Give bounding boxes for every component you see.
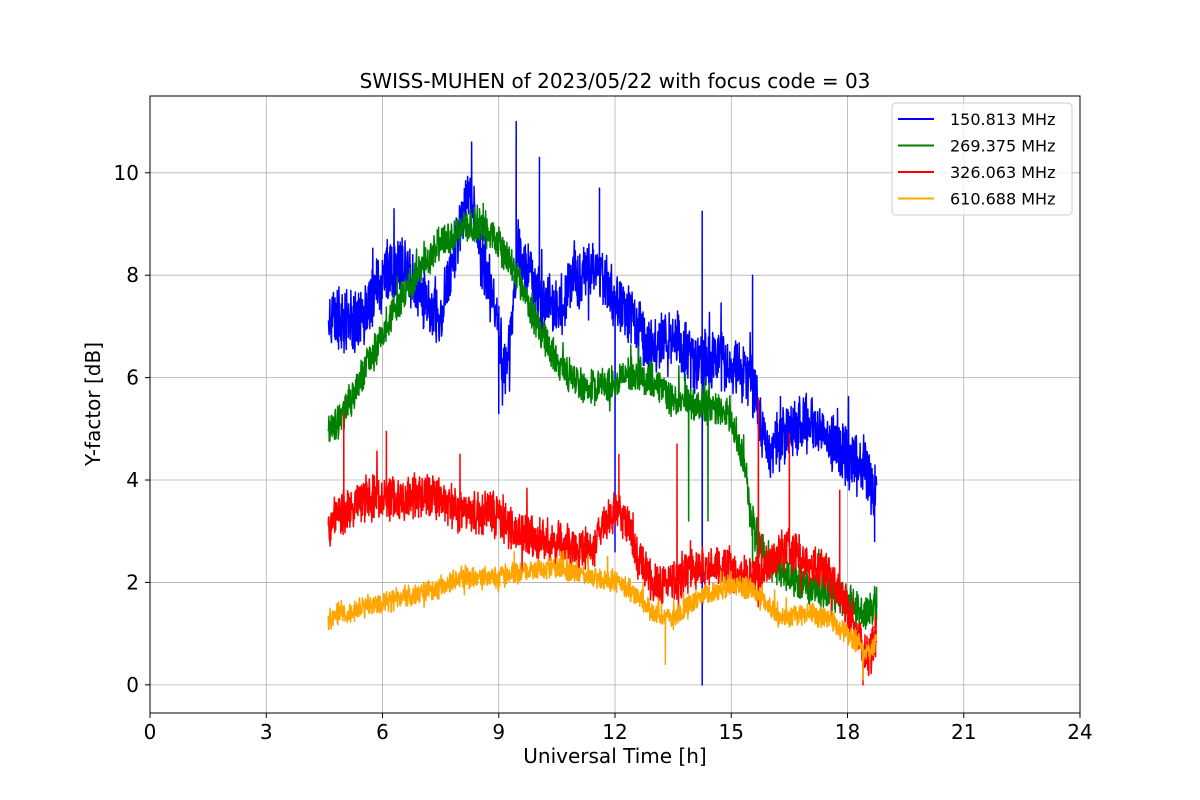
y-tick-label: 8 xyxy=(126,263,139,287)
y-tick-label: 6 xyxy=(126,366,139,390)
x-axis-label: Universal Time [h] xyxy=(523,744,706,768)
series-line-1 xyxy=(327,120,878,686)
x-tick-label: 0 xyxy=(144,720,157,744)
y-tick-label: 10 xyxy=(114,161,139,185)
legend: 150.813 MHz 269.375 MHz 326.063 MHz 610.688… xyxy=(891,102,1073,216)
x-tick-label: 6 xyxy=(376,720,389,744)
legend-label-1: 150.813 MHz xyxy=(950,110,1055,129)
y-tick-label: 0 xyxy=(126,673,139,697)
legend-label-4: 610.688 MHz xyxy=(950,190,1055,209)
legend-box xyxy=(891,102,1073,216)
y-axis-label: Y-factor [dB] xyxy=(81,342,105,467)
x-tick-label: 18 xyxy=(835,720,860,744)
series-line-3 xyxy=(327,397,878,686)
x-tick-label: 12 xyxy=(602,720,627,744)
legend-label-2: 269.375 MHz xyxy=(950,137,1055,156)
y-tick-label: 4 xyxy=(126,468,139,492)
x-tick-label: 9 xyxy=(492,720,505,744)
chart-title: SWISS-MUHEN of 2023/05/22 with focus cod… xyxy=(360,69,871,93)
series-line-2 xyxy=(327,202,878,630)
x-tick-label: 21 xyxy=(951,720,976,744)
x-tick-label: 24 xyxy=(1067,720,1092,744)
series-line-4 xyxy=(327,549,878,681)
legend-label-3: 326.063 MHz xyxy=(950,163,1055,182)
x-tick-label: 3 xyxy=(260,720,273,744)
plot-lines xyxy=(327,120,878,686)
y-tick-label: 2 xyxy=(126,570,139,594)
x-tick-label: 15 xyxy=(719,720,744,744)
